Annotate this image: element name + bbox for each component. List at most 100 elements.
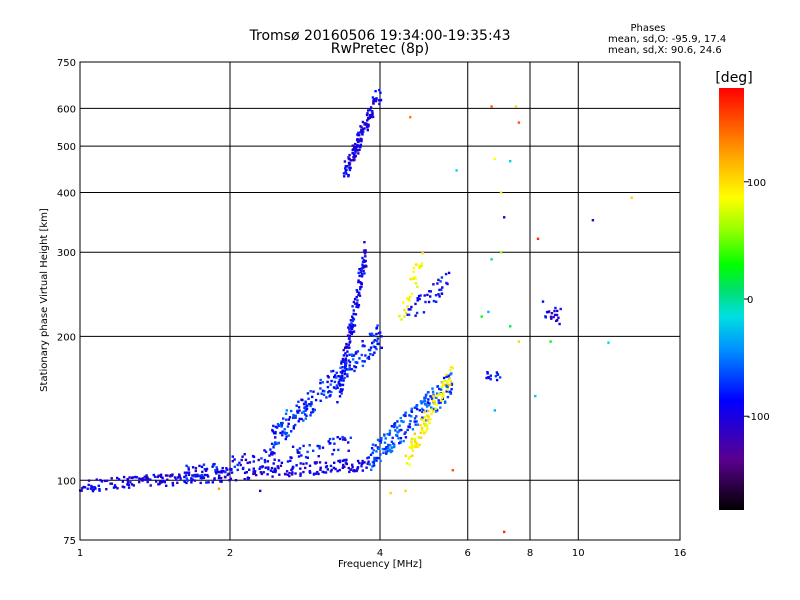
scatter-point (166, 474, 169, 477)
scatter-point (100, 480, 104, 483)
scatter-point (342, 360, 345, 364)
scatter-point (287, 418, 291, 421)
scatter-point (153, 475, 157, 478)
scatter-point (242, 466, 245, 470)
scatter-point (378, 88, 381, 92)
scatter-point (429, 290, 432, 293)
scatter-point (337, 380, 341, 384)
scatter-point (509, 160, 512, 163)
scatter-point (446, 388, 449, 391)
scatter-point (348, 334, 351, 338)
scatter-point (372, 98, 376, 101)
scatter-point (426, 424, 429, 427)
scatter-point (359, 131, 362, 134)
scatter-point (440, 288, 443, 291)
x-tick-label: 10 (572, 548, 585, 559)
scatter-point (110, 477, 113, 480)
scatter-point (308, 464, 312, 467)
scatter-point (257, 458, 260, 462)
scatter-point (344, 346, 347, 350)
scatter-point (178, 473, 181, 476)
scatter-point (374, 346, 377, 349)
scatter-point (428, 421, 431, 424)
scatter-point (260, 457, 263, 460)
scatter-point (410, 437, 413, 440)
scatter-point (272, 462, 275, 465)
scatter-point (342, 172, 346, 175)
scatter-point (379, 441, 383, 444)
scatter-point (363, 272, 366, 275)
scatter-point (410, 292, 414, 296)
scatter-point (298, 417, 301, 421)
scatter-point (339, 388, 343, 391)
scatter-point (338, 437, 342, 441)
scatter-point (388, 431, 392, 435)
scatter-point (354, 151, 357, 154)
scatter-point (206, 475, 210, 478)
scatter-point (425, 405, 429, 408)
scatter-point (363, 122, 367, 126)
scatter-point (408, 455, 411, 459)
scatter-point (201, 470, 204, 474)
scatter-point (348, 153, 351, 157)
scatter-point (340, 371, 344, 375)
scatter-point (416, 299, 419, 302)
scatter-point (243, 478, 246, 481)
scatter-point (383, 433, 386, 436)
scatter-point (305, 404, 309, 407)
scatter-point (325, 396, 328, 399)
scatter-point (318, 461, 322, 464)
scatter-point (405, 462, 409, 465)
scatter-point (361, 120, 365, 124)
scatter-point (430, 397, 434, 401)
scatter-point (361, 360, 364, 363)
scatter-point (253, 472, 256, 475)
scatter-point (146, 480, 149, 484)
scatter-point (408, 414, 411, 417)
scatter-point (555, 313, 559, 317)
scatter-point (422, 419, 426, 422)
scatter-point (330, 370, 333, 373)
scatter-point (347, 161, 351, 165)
scatter-point (366, 126, 369, 129)
scatter-point (343, 366, 347, 369)
scatter-point (363, 241, 366, 244)
scatter-point (358, 274, 361, 278)
scatter-point (343, 458, 346, 462)
scatter-point (292, 427, 295, 430)
scatter-point (367, 348, 371, 352)
scatter-point (354, 313, 358, 316)
scatter-point (319, 466, 322, 469)
scatter-point (337, 448, 340, 452)
scatter-point (87, 479, 91, 482)
scatter-point (364, 250, 367, 254)
scatter-point (236, 468, 239, 472)
scatter-point (356, 468, 359, 471)
scatter-point (352, 148, 355, 151)
scatter-point (292, 413, 295, 417)
scatter-point (252, 460, 255, 463)
scatter-point (591, 219, 595, 222)
scatter-point (357, 304, 361, 307)
scatter-point (187, 471, 191, 474)
scatter-point (357, 131, 360, 135)
scatter-point (366, 119, 369, 122)
scatter-point (191, 474, 194, 477)
scatter-point (487, 376, 490, 379)
scatter-point (432, 393, 435, 396)
scatter-point (283, 428, 286, 431)
scatter-point (352, 309, 355, 312)
scatter-point (339, 378, 343, 381)
scatter-point (321, 446, 325, 449)
scatter-point (358, 268, 361, 271)
scatter-point (438, 387, 441, 391)
scatter-point (365, 123, 368, 126)
scatter-point (415, 407, 419, 411)
scatter-point (423, 294, 426, 297)
scatter-point (174, 478, 178, 481)
scatter-point (413, 437, 416, 441)
scatter-point (409, 278, 412, 281)
scatter-point (271, 430, 275, 433)
scatter-point (347, 326, 350, 329)
scatter-point (416, 285, 419, 288)
